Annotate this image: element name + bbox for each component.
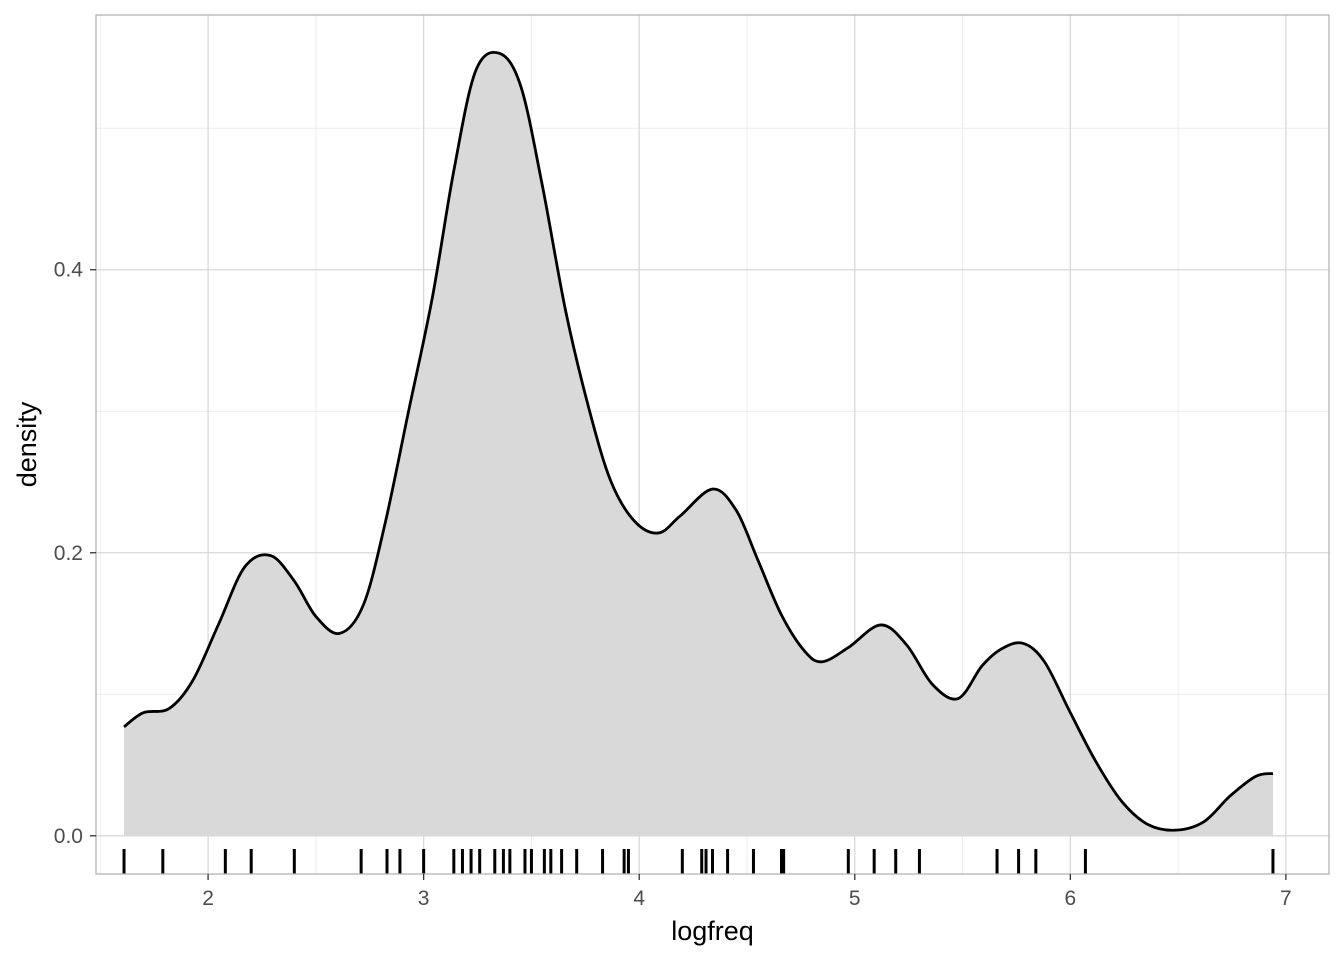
x-tick-label: 3 (418, 887, 430, 910)
y-axis-title: density (12, 401, 42, 487)
x-axis: 2 3 4 5 6 7 (202, 874, 1292, 910)
y-axis: 0.0 0.2 0.4 (54, 259, 96, 848)
rug-layer (122, 849, 1275, 874)
density-area (124, 52, 1273, 836)
x-tick-label: 5 (849, 887, 861, 910)
x-tick-label: 6 (1064, 887, 1076, 910)
y-tick-label: 0.0 (54, 825, 83, 848)
density-area-layer (123, 50, 1274, 836)
x-tick-label: 7 (1280, 887, 1292, 910)
density-curve-line (123, 50, 1274, 832)
y-tick-label: 0.4 (54, 259, 84, 282)
panel-border (95, 14, 1330, 875)
x-tick-label: 2 (202, 887, 214, 910)
x-tick-label: 4 (633, 887, 645, 910)
y-tick-label: 0.2 (54, 542, 83, 565)
x-axis-title: logfreq (671, 916, 754, 946)
